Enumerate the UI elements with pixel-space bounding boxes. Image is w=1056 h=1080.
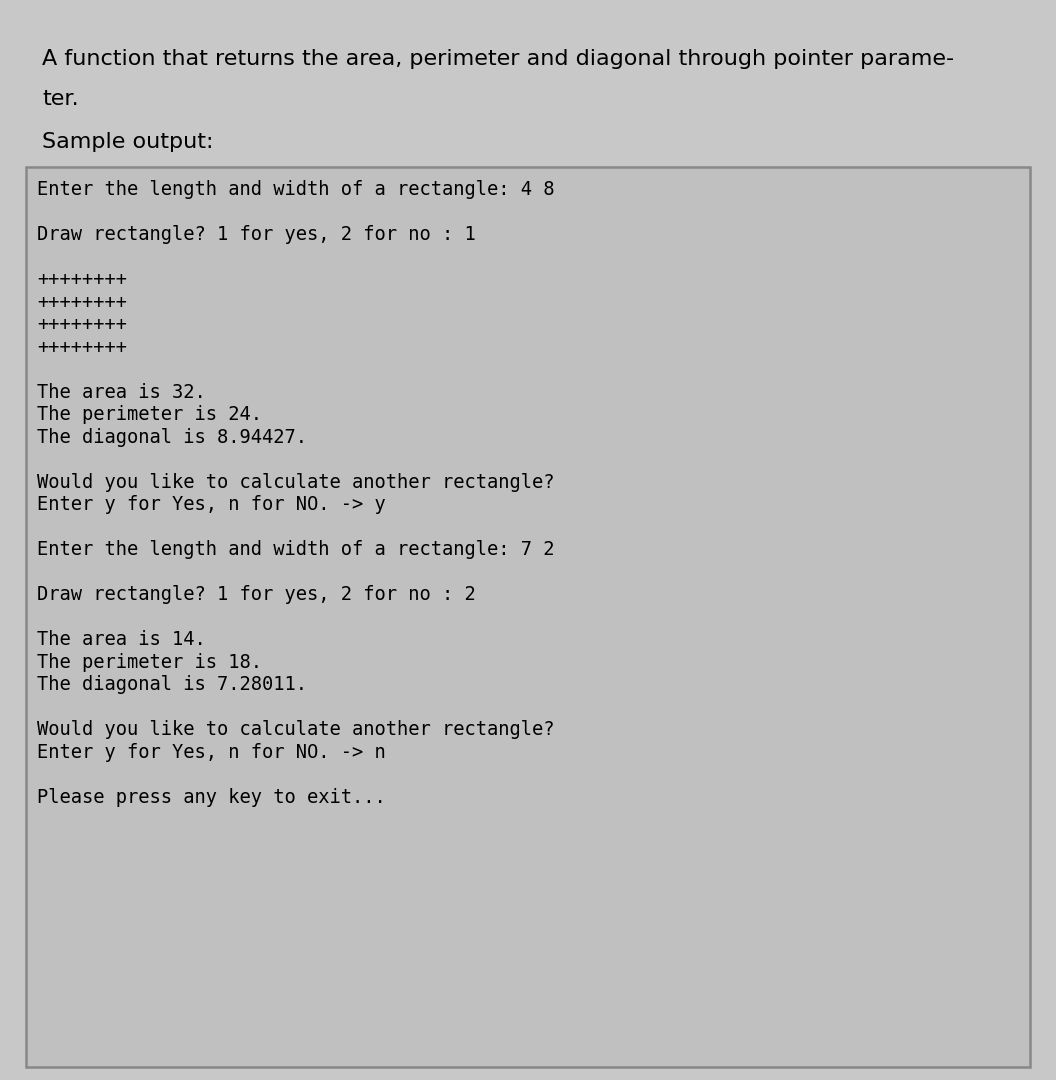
Text: The diagonal is 8.94427.: The diagonal is 8.94427. <box>37 428 307 447</box>
Text: ++++++++: ++++++++ <box>37 338 127 356</box>
Text: Would you like to calculate another rectangle?: Would you like to calculate another rect… <box>37 720 554 740</box>
Text: Sample output:: Sample output: <box>42 132 213 152</box>
Text: Would you like to calculate another rectangle?: Would you like to calculate another rect… <box>37 473 554 491</box>
Text: Enter the length and width of a rectangle: 4 8: Enter the length and width of a rectangl… <box>37 180 554 200</box>
Text: Draw rectangle? 1 for yes, 2 for no : 2: Draw rectangle? 1 for yes, 2 for no : 2 <box>37 585 475 605</box>
FancyBboxPatch shape <box>26 167 1030 1067</box>
Text: The diagonal is 7.28011.: The diagonal is 7.28011. <box>37 675 307 694</box>
Text: The perimeter is 18.: The perimeter is 18. <box>37 652 262 672</box>
Text: A function that returns the area, perimeter and diagonal through pointer parame-: A function that returns the area, perime… <box>42 49 955 69</box>
Text: Enter the length and width of a rectangle: 7 2: Enter the length and width of a rectangl… <box>37 540 554 559</box>
Text: Enter y for Yes, n for NO. -> y: Enter y for Yes, n for NO. -> y <box>37 496 385 514</box>
Text: The area is 32.: The area is 32. <box>37 383 206 402</box>
Text: ++++++++: ++++++++ <box>37 270 127 289</box>
Text: ++++++++: ++++++++ <box>37 315 127 335</box>
Text: ter.: ter. <box>42 89 79 109</box>
Text: The area is 14.: The area is 14. <box>37 631 206 649</box>
Text: ++++++++: ++++++++ <box>37 293 127 312</box>
Text: Draw rectangle? 1 for yes, 2 for no : 1: Draw rectangle? 1 for yes, 2 for no : 1 <box>37 226 475 244</box>
Text: Enter y for Yes, n for NO. -> n: Enter y for Yes, n for NO. -> n <box>37 743 385 761</box>
Text: The perimeter is 24.: The perimeter is 24. <box>37 405 262 424</box>
Text: Please press any key to exit...: Please press any key to exit... <box>37 788 385 807</box>
